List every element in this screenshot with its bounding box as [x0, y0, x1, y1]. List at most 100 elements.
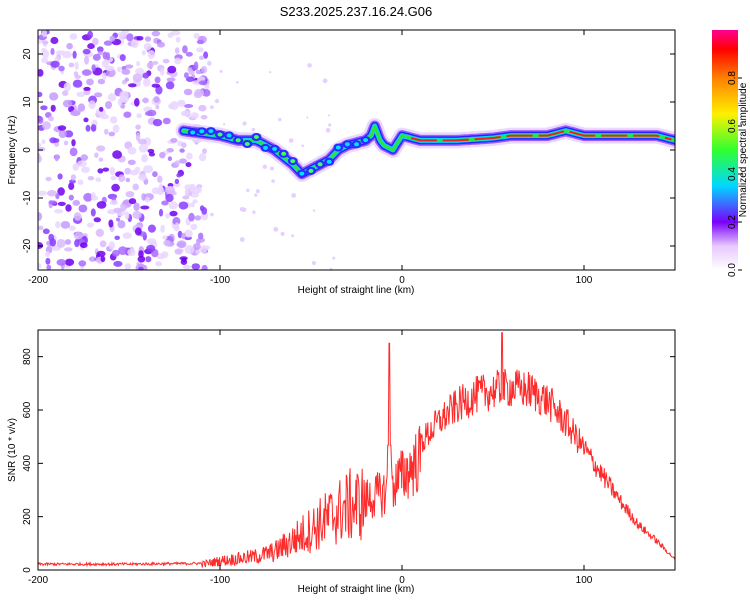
- snr-axes: -200 -100 0 100 0 200 400 600 800: [22, 330, 675, 586]
- noise-blob: [325, 128, 331, 133]
- noise-blob: [63, 82, 71, 92]
- noise-blob: [38, 212, 43, 221]
- noise-blob: [96, 201, 107, 209]
- ridge-blob-core: [281, 151, 287, 156]
- noise-blob: [50, 47, 55, 56]
- noise-blob: [128, 198, 137, 205]
- snr-series-line: [38, 332, 675, 568]
- noise-blob: [328, 114, 331, 117]
- noise-blob: [201, 65, 208, 74]
- x-tick-label: 100: [576, 275, 593, 286]
- noise-blob: [109, 35, 116, 42]
- noise-blob: [184, 245, 195, 254]
- ridge-blob-core: [208, 129, 214, 134]
- x-tick-label: 0: [399, 275, 405, 286]
- noise-blob: [198, 104, 207, 112]
- noise-blob: [68, 62, 75, 68]
- noise-blob: [113, 207, 123, 213]
- noise-blob: [145, 256, 152, 263]
- noise-blob: [162, 117, 171, 125]
- noise-blob: [196, 238, 201, 245]
- noise-blob: [110, 116, 118, 124]
- noise-blob: [100, 255, 106, 262]
- noise-blob: [271, 179, 275, 183]
- noise-blob: [68, 194, 74, 201]
- noise-blob: [176, 173, 182, 178]
- noise-blob: [54, 209, 64, 214]
- noise-blob: [64, 239, 72, 245]
- noise-blob: [73, 231, 83, 240]
- noise-blob: [136, 61, 141, 67]
- noise-blob: [132, 73, 143, 83]
- noise-blob: [62, 90, 69, 96]
- noise-blob: [57, 125, 67, 131]
- noise-blob: [158, 183, 163, 192]
- noise-blob: [159, 151, 166, 159]
- colorbar-tick-label: 0.4: [727, 167, 738, 181]
- noise-blob: [92, 37, 99, 46]
- colorbar-tick-label: 0.2: [727, 215, 738, 229]
- noise-blob: [45, 176, 52, 182]
- noise-blob: [42, 121, 51, 130]
- noise-blob: [132, 183, 139, 191]
- noise-blob: [49, 92, 59, 101]
- noise-blob: [188, 212, 195, 222]
- y-tick-label: 0: [22, 567, 33, 573]
- noise-blob: [109, 200, 119, 206]
- noise-blob: [45, 251, 50, 258]
- noise-blob: [134, 166, 141, 174]
- noise-blob: [77, 179, 84, 185]
- ridge-blob-core: [199, 129, 205, 134]
- noise-blob: [58, 129, 67, 139]
- noise-blob: [134, 97, 140, 107]
- noise-blob: [98, 157, 104, 162]
- noise-blob: [311, 260, 316, 266]
- y-tick-label: 10: [22, 96, 33, 108]
- noise-blob: [174, 178, 180, 185]
- noise-blob: [62, 99, 73, 108]
- noise-blob: [246, 188, 250, 193]
- noise-blob: [273, 226, 279, 232]
- noise-blob: [88, 256, 97, 262]
- noise-blob: [185, 162, 192, 168]
- noise-blob: [188, 70, 195, 75]
- noise-blob: [80, 242, 88, 249]
- colorbar-ticks: 0.0 0.2 0.4 0.6 0.8: [727, 71, 742, 277]
- noise-blob: [143, 78, 151, 87]
- ridge-blob-core: [317, 162, 323, 167]
- noise-blob: [41, 30, 47, 37]
- noise-blob: [124, 77, 129, 82]
- noise-blob: [197, 186, 202, 194]
- noise-blob: [101, 59, 110, 68]
- noise-blob: [49, 238, 57, 247]
- ridge-blob-core: [335, 145, 341, 150]
- noise-blob: [112, 150, 122, 159]
- y-tick-label: 200: [22, 508, 33, 525]
- noise-blob: [92, 53, 101, 61]
- noise-blob: [198, 80, 208, 86]
- noise-blob: [72, 50, 77, 59]
- noise-blob: [113, 260, 123, 267]
- noise-blob: [97, 78, 106, 85]
- noise-blob: [83, 86, 91, 91]
- noise-blob: [42, 40, 49, 45]
- noise-blob: [54, 154, 59, 162]
- noise-blob: [132, 210, 142, 219]
- noise-blob: [136, 113, 142, 119]
- noise-blob: [40, 105, 48, 111]
- noise-blob: [144, 36, 152, 42]
- noise-blob: [255, 189, 260, 194]
- noise-blob: [174, 57, 182, 65]
- noise-blob: [169, 210, 178, 217]
- noise-blob: [183, 88, 193, 96]
- noise-blob: [167, 65, 177, 74]
- noise-blob: [68, 182, 75, 190]
- noise-blob: [312, 209, 316, 212]
- noise-blob: [124, 167, 131, 175]
- noise-blob: [88, 100, 96, 109]
- noise-blob: [182, 195, 190, 200]
- ridge-blob-core: [363, 138, 369, 143]
- noise-blob: [119, 54, 126, 62]
- noise-blob: [82, 48, 91, 55]
- noise-blob: [177, 101, 186, 107]
